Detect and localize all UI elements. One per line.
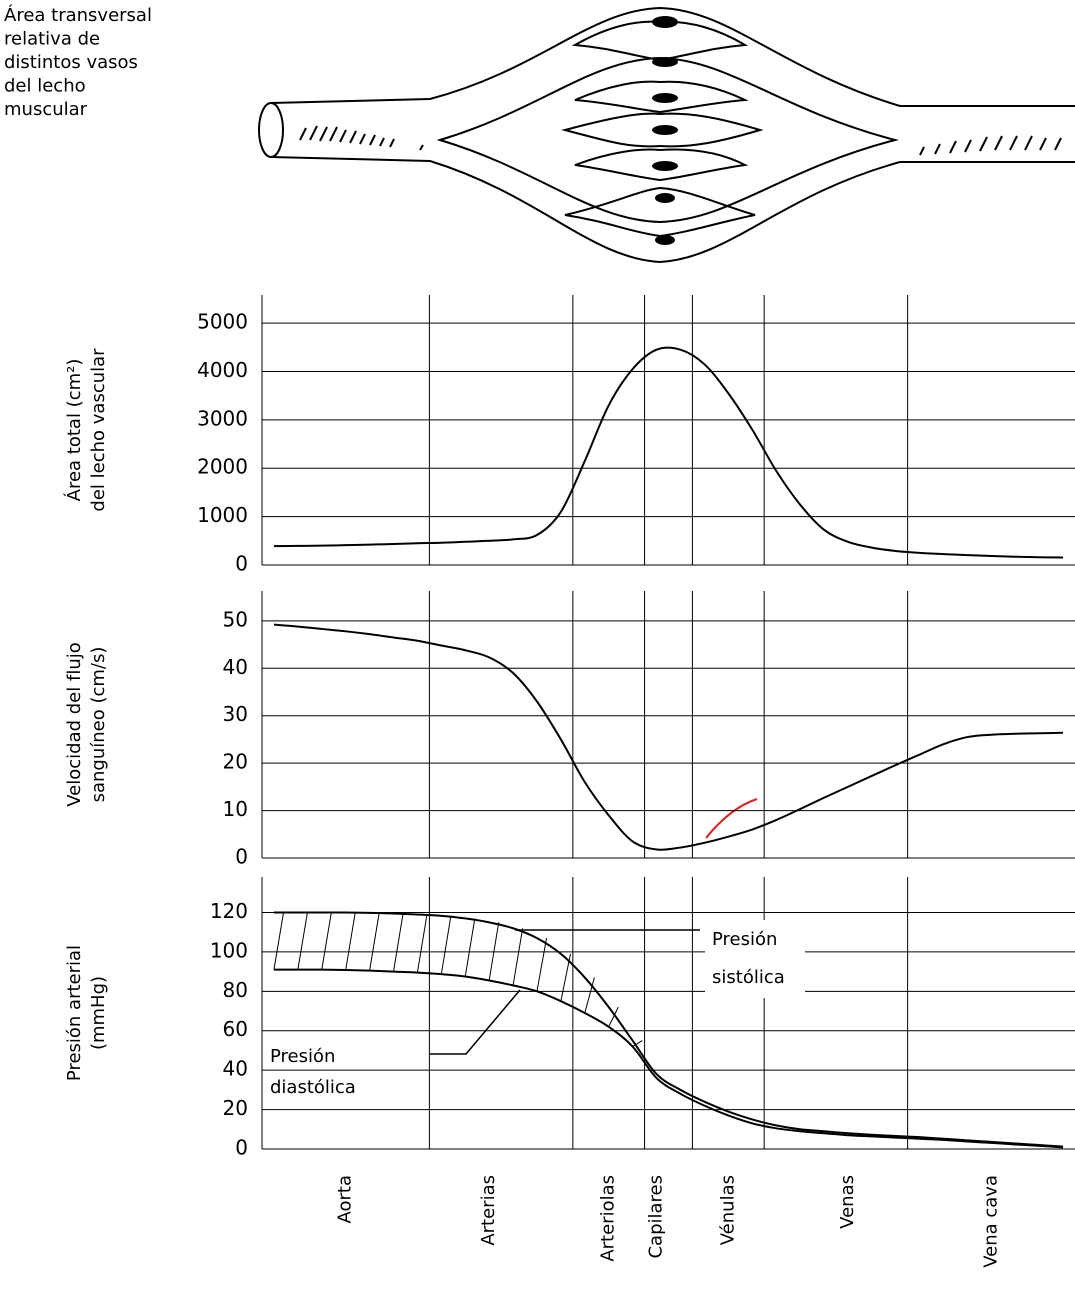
pulse-hatch xyxy=(369,912,380,971)
pulse-hatch xyxy=(536,938,548,992)
y-tick-label: 1000 xyxy=(197,503,248,527)
curve xyxy=(273,968,1064,1149)
annotation: Presión xyxy=(270,1046,335,1067)
y-tick-label: 80 xyxy=(223,978,248,1002)
pulse-hatch xyxy=(321,912,332,970)
y-tick-label: 40 xyxy=(223,655,248,679)
y-tick-label: 4000 xyxy=(197,358,248,382)
y-axis-label: Área total (cm²) xyxy=(63,359,85,502)
y-axis-label: (mmHg) xyxy=(88,976,109,1050)
annotation: Presión xyxy=(712,929,777,950)
pulse-hatch xyxy=(273,912,285,970)
y-tick-label: 120 xyxy=(210,899,248,923)
y-tick-label: 0 xyxy=(235,1136,248,1160)
y-tick-label: 0 xyxy=(235,552,248,576)
x-tick-label: Venas xyxy=(837,1175,858,1229)
x-tick-label: Capilares xyxy=(646,1175,667,1259)
y-tick-label: 100 xyxy=(210,938,248,962)
leader-line xyxy=(430,929,700,1055)
pulse-hatch xyxy=(416,914,428,973)
pulse-hatch xyxy=(345,912,356,971)
x-tick-label: Arterias xyxy=(478,1175,499,1246)
x-tick-label: Aorta xyxy=(335,1175,356,1224)
annotation: diastólica xyxy=(270,1077,356,1098)
curve xyxy=(273,346,1064,559)
caption-line: Área transversal xyxy=(4,4,152,26)
caption-line: muscular xyxy=(4,99,88,120)
y-tick-label: 20 xyxy=(223,1096,248,1120)
x-tick-label: Vénulas xyxy=(717,1175,738,1245)
y-tick-label: 3000 xyxy=(197,406,248,430)
pulse-hatch xyxy=(297,912,308,970)
caption-line: distintos vasos xyxy=(4,52,138,73)
y-tick-label: 20 xyxy=(223,750,248,774)
caption-line: del lecho xyxy=(4,76,86,97)
y-tick-label: 40 xyxy=(223,1057,248,1081)
y-tick-label: 0 xyxy=(235,845,248,869)
pulse-hatch xyxy=(608,1006,619,1028)
annotation: sistólica xyxy=(712,967,785,988)
curve xyxy=(273,623,1064,851)
pulse-hatch xyxy=(488,922,500,981)
pulse-hatch xyxy=(512,928,524,986)
pulse-hatch xyxy=(584,977,595,1014)
pulse-hatch xyxy=(393,913,404,972)
y-tick-label: 5000 xyxy=(197,310,248,334)
label-backdrop xyxy=(705,920,805,998)
y-tick-label: 2000 xyxy=(197,455,248,479)
x-tick-label: Arteriolas xyxy=(598,1175,619,1262)
y-axis-label: Velocidad del flujo xyxy=(64,642,85,807)
y-axis-label: Presión arterial xyxy=(64,945,85,1081)
y-axis-label: sanguíneo (cm/s) xyxy=(88,647,109,803)
y-tick-label: 10 xyxy=(223,797,248,821)
x-tick-label: Vena cava xyxy=(980,1175,1001,1268)
y-tick-label: 30 xyxy=(223,702,248,726)
illustration xyxy=(258,6,1075,264)
y-axis-label: del lecho vascular xyxy=(88,348,109,512)
y-tick-label: 50 xyxy=(223,607,248,631)
y-tick-label: 60 xyxy=(223,1017,248,1041)
pulse-hatch xyxy=(440,915,452,975)
pulse-hatch xyxy=(464,918,476,977)
caption-line: relativa de xyxy=(4,29,100,50)
curve xyxy=(273,911,1064,1148)
pulse-hatch xyxy=(632,1040,643,1047)
highlight-stroke xyxy=(705,798,758,839)
